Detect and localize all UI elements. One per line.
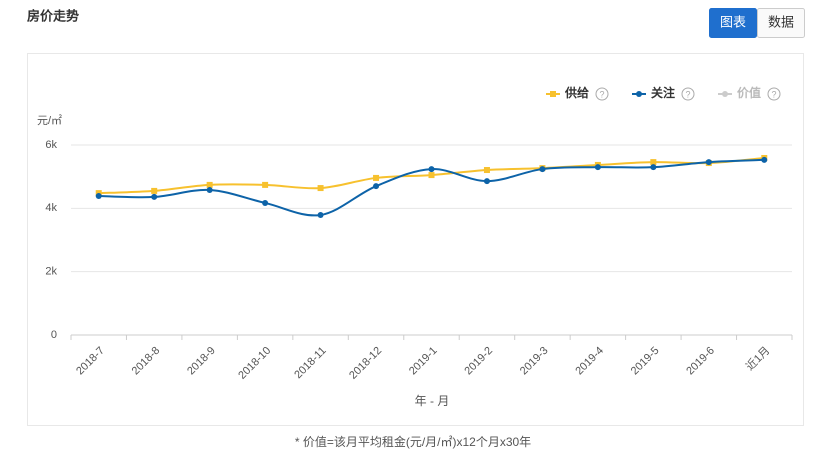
point	[539, 166, 546, 173]
x-tick-label: 2019-6	[684, 345, 717, 378]
x-tick-label: 2019-4	[573, 345, 606, 378]
legend-label[interactable]: 价值	[737, 85, 761, 100]
y-tick-label: 0	[51, 329, 57, 341]
x-tick-label: 2018-12	[347, 345, 384, 382]
footnote: * 价值=该月平均租金(元/月/㎡)x12个月x30年	[295, 434, 531, 449]
point	[151, 193, 158, 200]
x-tick-label: 2018-7	[74, 345, 107, 378]
help-icon	[767, 87, 781, 101]
point	[317, 211, 324, 218]
x-tick-label: 2019-2	[462, 345, 495, 378]
help-icon-text: ?	[685, 89, 690, 99]
y-tick-label: 2k	[45, 266, 57, 278]
tab-button-label[interactable]: 图表	[720, 14, 746, 29]
legend-marker[interactable]	[550, 91, 556, 97]
y-axis-label: 元/㎡	[37, 114, 62, 127]
legend-label[interactable]: 供给	[564, 85, 589, 100]
point	[151, 187, 158, 194]
point	[373, 183, 380, 190]
y-tick-label: 6k	[45, 139, 57, 151]
x-tick-label: 近1月	[743, 344, 772, 373]
legend-label[interactable]: 关注	[651, 85, 675, 100]
x-tick-label: 2018-11	[292, 345, 328, 381]
point	[262, 199, 269, 206]
x-tick-label: 2019-1	[407, 345, 440, 378]
point	[317, 185, 324, 192]
legend-marker[interactable]	[722, 91, 728, 97]
tab-button-label[interactable]: 数据	[768, 14, 794, 29]
x-tick-label: 2018-10	[236, 345, 273, 382]
help-icon-text: ?	[771, 89, 776, 99]
point	[705, 159, 712, 166]
tab-button[interactable]	[709, 8, 757, 38]
chart-frame	[27, 53, 804, 426]
x-tick-label: 2019-5	[629, 345, 662, 378]
legend-marker[interactable]	[636, 91, 642, 97]
point	[594, 164, 601, 171]
help-icon	[595, 87, 609, 101]
y-tick-label: 4k	[45, 202, 57, 214]
point	[650, 159, 657, 166]
point	[761, 156, 768, 163]
help-icon	[681, 87, 695, 101]
point	[483, 167, 490, 174]
x-axis-label: 年 - 月	[415, 394, 450, 408]
point	[650, 164, 657, 171]
x-tick-label: 2019-3	[518, 345, 551, 378]
point	[206, 186, 213, 193]
tab-button[interactable]	[757, 8, 805, 38]
chart-title: 房价走势	[27, 8, 79, 23]
point	[483, 178, 490, 185]
x-tick-label: 2018-8	[130, 345, 163, 378]
point	[262, 181, 269, 188]
help-icon-text: ?	[599, 89, 604, 99]
point	[428, 166, 435, 173]
point	[428, 172, 435, 179]
point	[95, 192, 102, 199]
point	[206, 181, 213, 188]
point	[373, 174, 380, 181]
x-tick-label: 2018-9	[185, 345, 218, 378]
